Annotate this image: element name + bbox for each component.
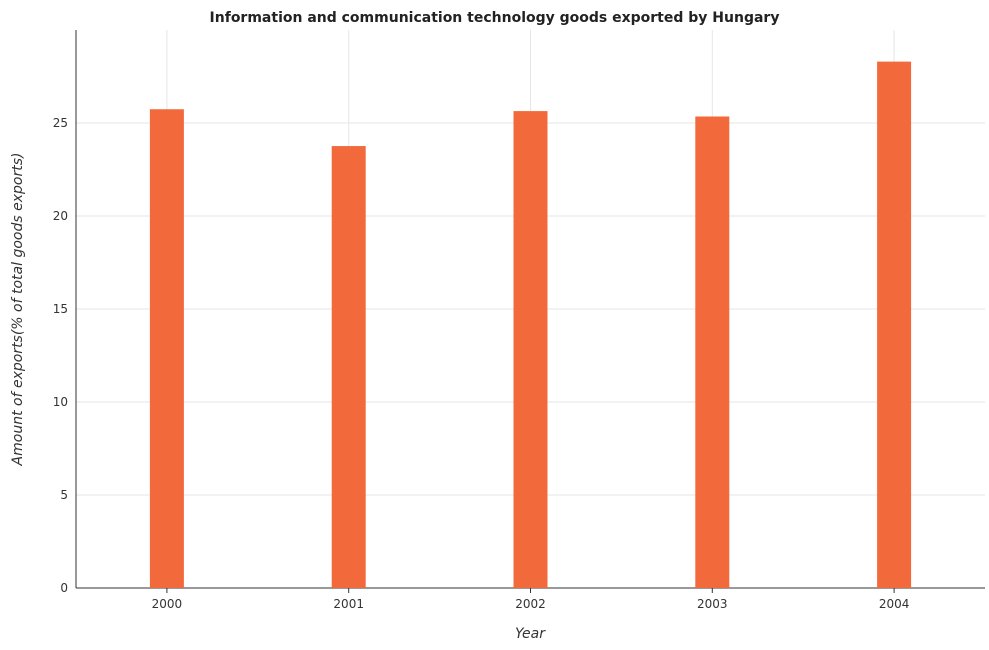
y-tick-label: 10 <box>53 395 68 409</box>
x-tick-label: 2003 <box>697 597 728 611</box>
bar-2001 <box>331 146 366 588</box>
x-tick-label: 2004 <box>879 597 910 611</box>
x-tick-label: 2001 <box>333 597 364 611</box>
bars <box>149 61 912 589</box>
bar-2002 <box>513 111 548 588</box>
y-tick-label: 5 <box>60 488 68 502</box>
chart-title: Information and communication technology… <box>209 10 780 26</box>
y-axis-label: Amount of exports(% of total goods expor… <box>10 153 26 467</box>
y-tick-label: 15 <box>53 302 68 316</box>
x-tick-labels: 2000 2001 2002 2003 2004 <box>152 588 910 611</box>
bar-2004 <box>877 61 912 589</box>
x-axis-label: Year <box>515 626 546 642</box>
y-tick-labels: 0 5 10 15 20 25 <box>53 116 68 595</box>
bar-2003 <box>695 116 730 589</box>
x-tick-label: 2000 <box>152 597 183 611</box>
bar-2000 <box>149 109 184 589</box>
x-tick-label: 2002 <box>515 597 546 611</box>
y-tick-label: 20 <box>53 209 68 223</box>
y-tick-label: 0 <box>60 581 68 595</box>
y-tick-label: 25 <box>53 116 68 130</box>
